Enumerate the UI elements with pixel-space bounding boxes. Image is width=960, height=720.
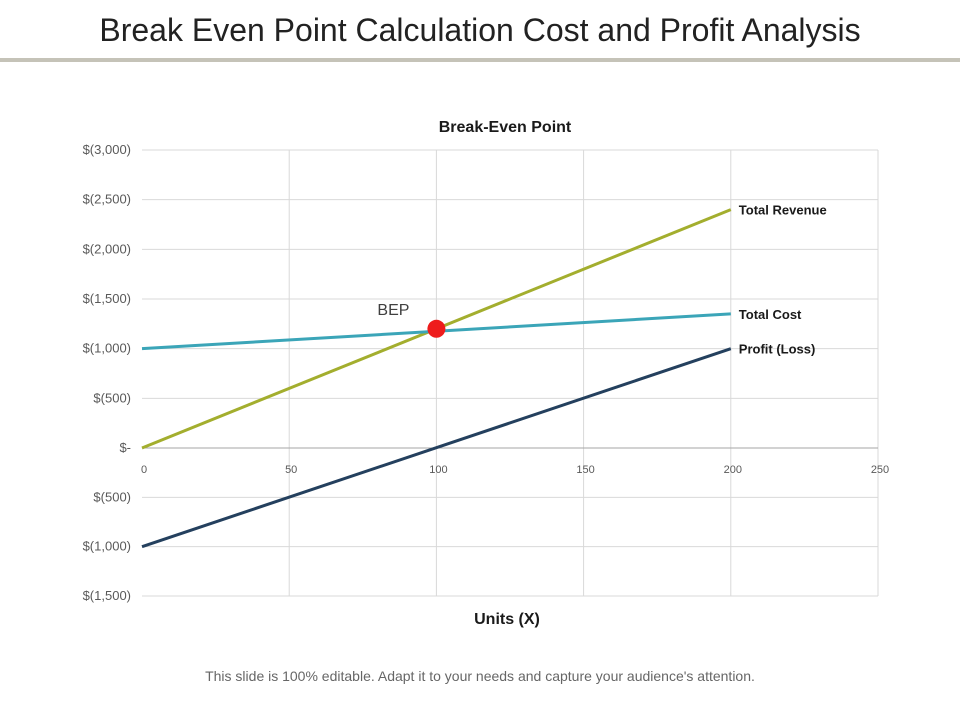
y-tick-label: $(1,500) [83, 588, 131, 603]
x-tick-label: 200 [724, 464, 742, 476]
series-label: Total Cost [739, 307, 802, 322]
bep-label: BEP [377, 302, 409, 319]
bep-marker [427, 319, 446, 338]
series-line-profit-loss [141, 347, 732, 549]
x-axis-title: Units (X) [474, 611, 540, 628]
y-tick-label: $(2,000) [83, 241, 131, 256]
y-tick-label: $(500) [93, 390, 131, 405]
x-tick-label: 150 [576, 464, 594, 476]
series-label: Profit (Loss) [739, 342, 816, 357]
y-tick-label: $- [119, 440, 131, 455]
y-tick-label: $(3,000) [83, 142, 131, 157]
y-tick-label: $(1,000) [83, 539, 131, 554]
x-tick-label: 250 [871, 464, 889, 476]
y-tick-label: $(2,500) [83, 192, 131, 207]
footer-note: This slide is 100% editable. Adapt it to… [205, 668, 755, 684]
chart-title: Break-Even Point [439, 119, 572, 136]
y-tick-label: $(500) [93, 489, 131, 504]
y-tick-label: $(1,000) [83, 341, 131, 356]
x-tick-label: 100 [429, 464, 447, 476]
x-tick-label: 50 [285, 464, 297, 476]
title-divider [0, 58, 960, 62]
series-label: Total Revenue [739, 203, 827, 218]
y-tick-label: $(1,500) [83, 291, 131, 306]
slide-title: Break Even Point Calculation Cost and Pr… [99, 12, 861, 48]
x-tick-label: 0 [141, 464, 147, 476]
